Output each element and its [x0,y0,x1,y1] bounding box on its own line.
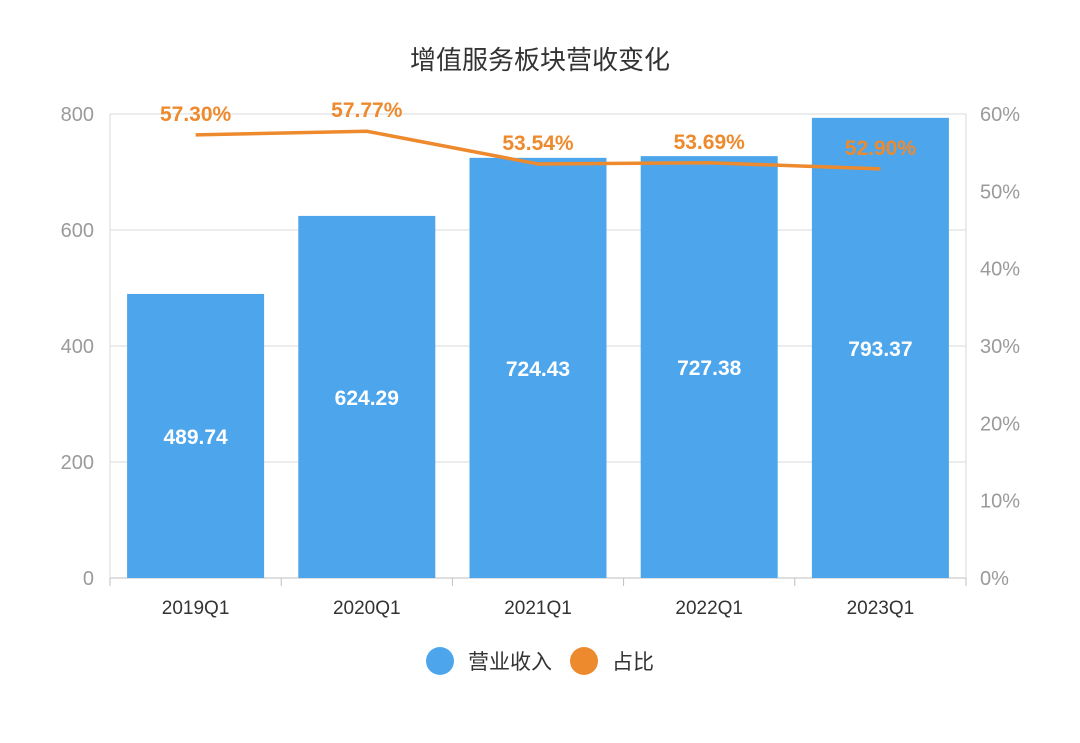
bar-value-label: 793.37 [848,338,912,361]
x-tick-label: 2019Q1 [162,598,230,619]
line-value-label: 53.69% [674,131,746,154]
y-right-tick-label: 50% [980,181,1020,203]
y-right-tick-label: 10% [980,491,1020,513]
x-tick-label: 2020Q1 [333,598,401,619]
legend-item-revenue[interactable]: 营业收入 [426,646,552,676]
legend-label-revenue: 营业收入 [468,650,552,674]
y-left-tick-label: 600 [61,220,94,242]
y-left-tick-label: 0 [83,568,94,590]
legend-swatch-revenue [426,647,454,675]
x-tick-label: 2022Q1 [675,598,743,619]
bar [811,117,949,578]
y-right-tick-label: 20% [980,413,1020,435]
legend-label-share: 占比 [612,650,654,674]
chart-title: 增值服务板块营收变化 [409,46,670,76]
legend-item-share[interactable]: 占比 [570,646,654,676]
bar-value-label: 624.29 [335,387,399,410]
line-value-label: 52.90% [845,137,917,160]
y-right-tick-label: 0% [980,568,1009,590]
line-value-label: 53.54% [502,132,574,155]
y-left-tick-label: 400 [61,336,94,358]
y-left-tick-label: 200 [61,452,94,474]
y-right-tick-label: 30% [980,336,1020,358]
legend: 营业收入 占比 [0,646,1080,676]
x-tick-label: 2023Q1 [847,598,915,619]
bar-value-label: 489.74 [163,426,228,449]
bar-value-label: 727.38 [677,357,742,380]
bar [127,293,265,578]
line-series [195,129,881,171]
y-left-tick-label: 800 [61,104,94,126]
legend-swatch-share [570,647,598,675]
bar [469,157,607,578]
bar-value-label: 724.43 [506,358,570,381]
line-value-label: 57.77% [331,99,403,122]
bar [640,156,778,578]
x-tick-label: 2021Q1 [504,598,572,619]
y-right-tick-label: 40% [980,259,1020,281]
line-value-label: 57.30% [160,103,232,126]
y-right-tick-label: 60% [980,104,1020,126]
bar [298,215,436,578]
